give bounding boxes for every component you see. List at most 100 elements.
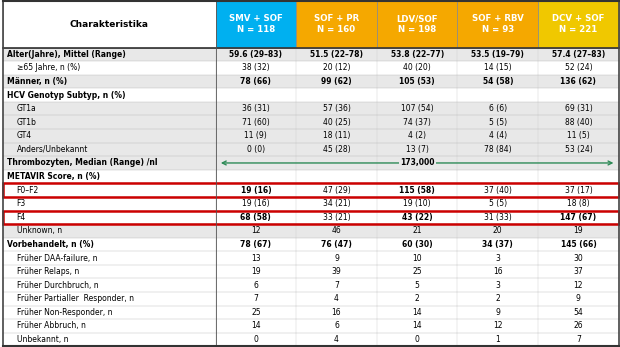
Bar bbox=[3, 129, 619, 143]
Text: 9: 9 bbox=[334, 254, 339, 263]
Text: 20: 20 bbox=[493, 226, 503, 235]
Text: 52 (24): 52 (24) bbox=[565, 64, 592, 73]
Text: Früher Non-Responder, n: Früher Non-Responder, n bbox=[17, 308, 112, 317]
Text: 6: 6 bbox=[254, 281, 259, 290]
Text: 9: 9 bbox=[576, 294, 581, 303]
Bar bbox=[3, 278, 619, 292]
Text: SOF + RBV
N = 93: SOF + RBV N = 93 bbox=[472, 14, 524, 34]
Text: GT4: GT4 bbox=[17, 131, 32, 140]
Text: DCV + SOF
N = 221: DCV + SOF N = 221 bbox=[552, 14, 604, 34]
Text: 53 (24): 53 (24) bbox=[565, 145, 592, 154]
Text: 6 (6): 6 (6) bbox=[489, 104, 507, 113]
Text: 5 (5): 5 (5) bbox=[489, 199, 507, 208]
Text: GT1b: GT1b bbox=[17, 118, 37, 127]
Text: 4: 4 bbox=[334, 335, 339, 344]
Bar bbox=[3, 197, 619, 211]
Bar bbox=[3, 61, 619, 75]
Text: 3: 3 bbox=[495, 254, 500, 263]
Text: 19: 19 bbox=[574, 226, 583, 235]
Text: 16: 16 bbox=[332, 308, 341, 317]
Text: SOF + PR
N = 160: SOF + PR N = 160 bbox=[314, 14, 359, 34]
Text: 136 (62): 136 (62) bbox=[560, 77, 596, 86]
Text: 7: 7 bbox=[576, 335, 581, 344]
Text: 78 (67): 78 (67) bbox=[241, 240, 272, 249]
Text: 145 (66): 145 (66) bbox=[560, 240, 596, 249]
Text: 31 (33): 31 (33) bbox=[484, 213, 512, 222]
Text: 57.4 (27–83): 57.4 (27–83) bbox=[552, 50, 605, 59]
Bar bbox=[3, 75, 619, 88]
Text: F3: F3 bbox=[17, 199, 26, 208]
Text: SMV + SOF
N = 118: SMV + SOF N = 118 bbox=[229, 14, 283, 34]
Text: 20 (12): 20 (12) bbox=[323, 64, 350, 73]
Text: 0: 0 bbox=[415, 335, 420, 344]
Bar bbox=[3, 170, 619, 183]
Text: METAVIR Score, n (%): METAVIR Score, n (%) bbox=[7, 172, 100, 181]
Text: 40 (20): 40 (20) bbox=[403, 64, 431, 73]
Text: 60 (30): 60 (30) bbox=[402, 240, 432, 249]
Text: 57 (36): 57 (36) bbox=[322, 104, 350, 113]
Text: 5: 5 bbox=[415, 281, 420, 290]
Text: 12: 12 bbox=[574, 281, 583, 290]
Text: 2: 2 bbox=[495, 294, 500, 303]
Text: 39: 39 bbox=[332, 267, 342, 276]
Text: 71 (60): 71 (60) bbox=[242, 118, 270, 127]
Text: 54 (58): 54 (58) bbox=[482, 77, 513, 86]
Text: 19: 19 bbox=[251, 267, 260, 276]
Text: 37 (17): 37 (17) bbox=[565, 186, 592, 195]
Bar bbox=[3, 265, 619, 278]
Bar bbox=[3, 292, 619, 306]
Text: HCV Genotyp Subtyp, n (%): HCV Genotyp Subtyp, n (%) bbox=[7, 91, 125, 100]
Text: Charakteristika: Charakteristika bbox=[70, 20, 149, 28]
Text: 19 (10): 19 (10) bbox=[404, 199, 431, 208]
Text: 0: 0 bbox=[254, 335, 259, 344]
Text: Früher Durchbruch, n: Früher Durchbruch, n bbox=[17, 281, 99, 290]
Text: F4: F4 bbox=[17, 213, 26, 222]
Text: 147 (67): 147 (67) bbox=[560, 213, 596, 222]
Text: LDV/SOF
N = 198: LDV/SOF N = 198 bbox=[396, 14, 438, 34]
Bar bbox=[3, 102, 619, 116]
Bar bbox=[3, 88, 619, 102]
Text: 11 (9): 11 (9) bbox=[244, 131, 267, 140]
Bar bbox=[3, 116, 619, 129]
Text: 4 (4): 4 (4) bbox=[489, 131, 507, 140]
Text: 19 (16): 19 (16) bbox=[241, 186, 271, 195]
Text: 38 (32): 38 (32) bbox=[242, 64, 270, 73]
Text: 107 (54): 107 (54) bbox=[401, 104, 433, 113]
Text: Früher Relaps, n: Früher Relaps, n bbox=[17, 267, 79, 276]
Text: 40 (25): 40 (25) bbox=[322, 118, 350, 127]
Bar bbox=[3, 156, 619, 170]
Text: Anders/Unbekannt: Anders/Unbekannt bbox=[17, 145, 88, 154]
Text: 25: 25 bbox=[251, 308, 260, 317]
Bar bbox=[3, 224, 619, 238]
Text: 51.5 (22–78): 51.5 (22–78) bbox=[310, 50, 363, 59]
Text: 88 (40): 88 (40) bbox=[565, 118, 592, 127]
Text: Unknown, n: Unknown, n bbox=[17, 226, 62, 235]
Text: 30: 30 bbox=[574, 254, 583, 263]
Text: 45 (28): 45 (28) bbox=[322, 145, 350, 154]
Text: 13: 13 bbox=[251, 254, 260, 263]
Text: 69 (31): 69 (31) bbox=[565, 104, 592, 113]
Text: 76 (47): 76 (47) bbox=[321, 240, 352, 249]
Text: 59.6 (29–83): 59.6 (29–83) bbox=[229, 50, 282, 59]
Text: 68 (58): 68 (58) bbox=[241, 213, 271, 222]
Text: 43 (22): 43 (22) bbox=[402, 213, 432, 222]
Text: 53.5 (19–79): 53.5 (19–79) bbox=[471, 50, 525, 59]
Text: 3: 3 bbox=[495, 281, 500, 290]
Text: 46: 46 bbox=[332, 226, 342, 235]
Text: 14 (15): 14 (15) bbox=[484, 64, 512, 73]
Text: 6: 6 bbox=[334, 321, 339, 330]
Text: GT1a: GT1a bbox=[17, 104, 37, 113]
Text: 36 (31): 36 (31) bbox=[242, 104, 270, 113]
Bar bbox=[3, 211, 619, 224]
Text: 78 (84): 78 (84) bbox=[484, 145, 512, 154]
Text: Alter(Jahre), Mittel (Range): Alter(Jahre), Mittel (Range) bbox=[7, 50, 126, 59]
Text: Thrombozyten, Median (Range) /nl: Thrombozyten, Median (Range) /nl bbox=[7, 159, 157, 168]
Text: 4 (2): 4 (2) bbox=[408, 131, 426, 140]
Text: 115 (58): 115 (58) bbox=[399, 186, 435, 195]
Text: Vorbehandelt, n (%): Vorbehandelt, n (%) bbox=[7, 240, 94, 249]
Text: 53.8 (22–77): 53.8 (22–77) bbox=[391, 50, 444, 59]
Text: 7: 7 bbox=[334, 281, 339, 290]
Text: 14: 14 bbox=[412, 308, 422, 317]
Text: 34 (21): 34 (21) bbox=[322, 199, 350, 208]
Text: 5 (5): 5 (5) bbox=[489, 118, 507, 127]
